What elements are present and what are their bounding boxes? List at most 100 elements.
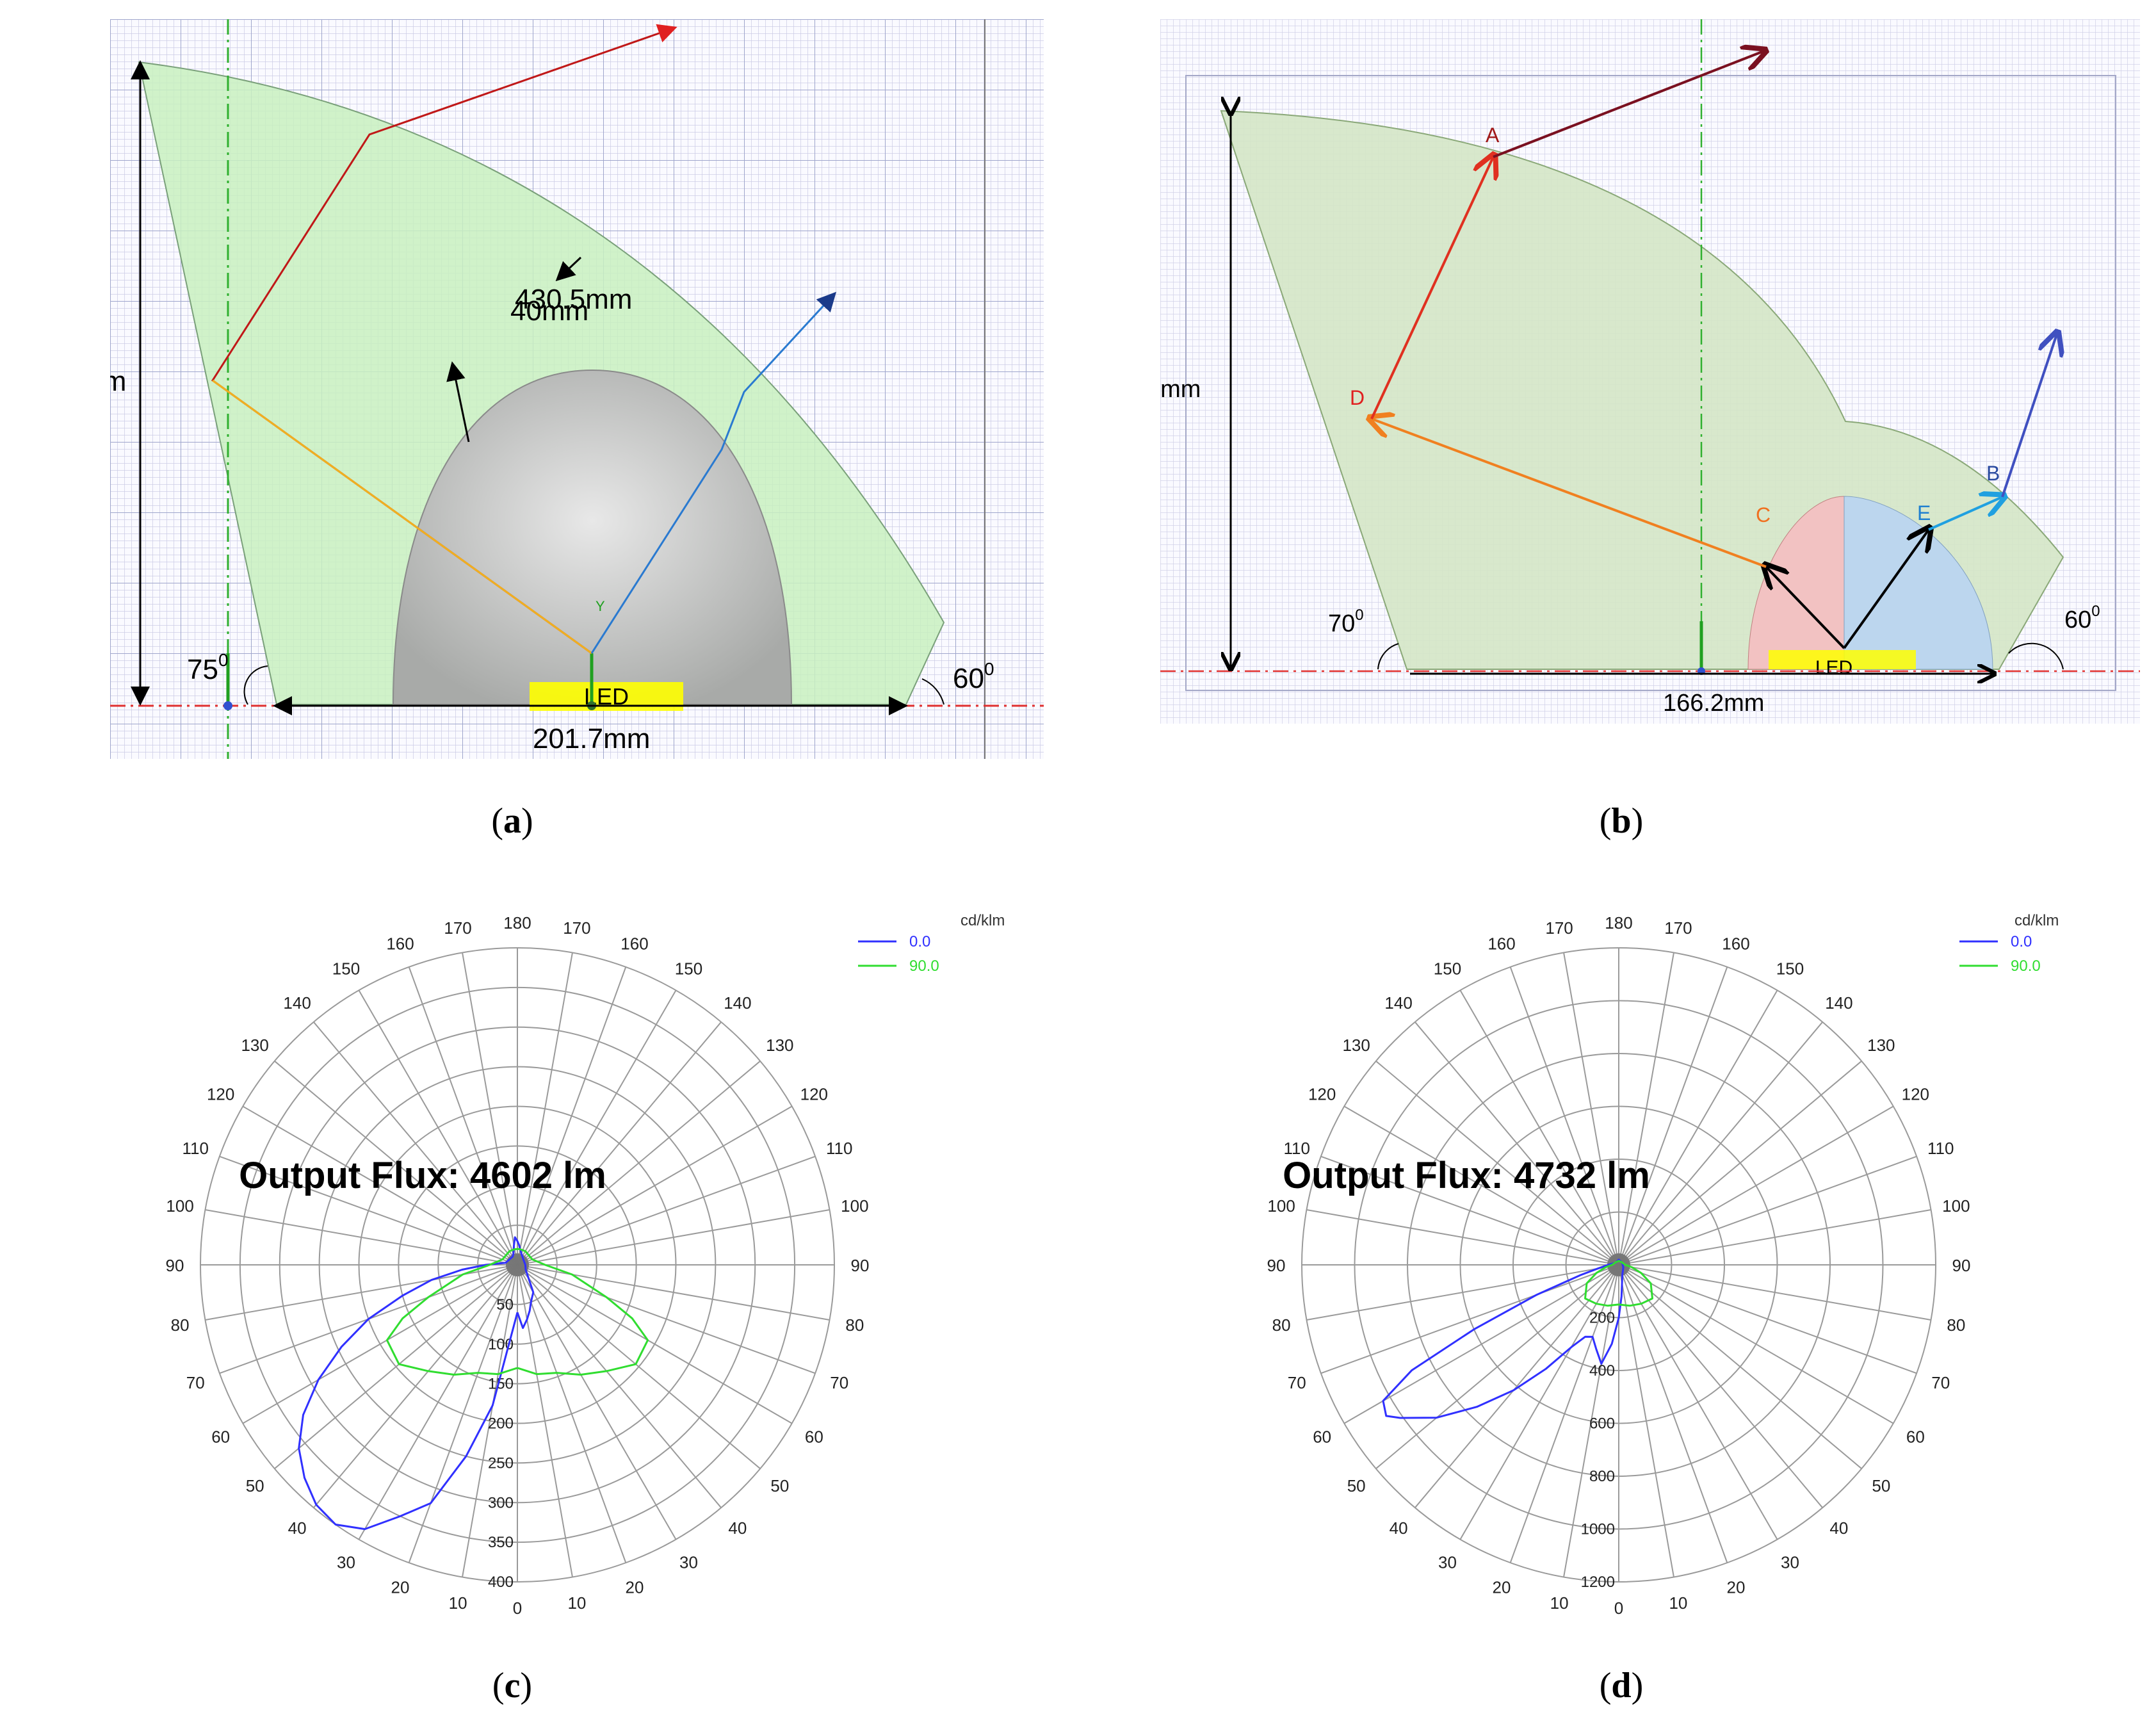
angle-label: 30 [679,1552,698,1572]
height-label: 173.5mm [110,366,126,397]
polar-spoke [1618,1264,1931,1321]
angle-label: 40 [1390,1518,1408,1538]
polar-spoke [1618,1209,1931,1265]
angle-label: 60 [211,1428,230,1447]
angle-label: 0 [1614,1599,1623,1618]
left-angle-label: 750 [187,650,229,685]
angle-label: 90 [1952,1256,1971,1275]
polar-spoke [517,989,677,1265]
ray-led-to-e [1843,530,1929,649]
radial-tick-label: 600 [1589,1415,1615,1433]
angle-label: 130 [1867,1036,1895,1055]
polar-spoke [517,1105,793,1265]
angle-label: 40 [1829,1518,1848,1538]
polar-spoke [1618,1264,1917,1374]
polar-spoke [1618,1264,1862,1469]
polar-spoke [517,966,627,1265]
polar-spoke [1414,1021,1619,1265]
polar-spoke [1618,952,1674,1265]
angle-label: 130 [1342,1036,1370,1055]
origin-point [223,701,232,710]
polar-spoke [242,1105,518,1265]
polar-spoke [1563,1264,1619,1577]
radial-tick-label: 50 [496,1296,514,1314]
polar-spoke [1618,1264,1778,1540]
polar-spoke [1618,1105,1894,1265]
polar-spoke [1414,1264,1619,1508]
angle-label: 160 [1722,934,1749,953]
inner-radius-label: 40mm [510,295,588,327]
radial-tick-label: 300 [488,1494,514,1511]
legend-label-series-0-d: 0.0 [2011,933,2032,950]
angle-label: 80 [171,1315,190,1335]
angle-label: 140 [724,993,751,1013]
angle-label: 130 [241,1036,268,1055]
polar-spoke [1343,1105,1619,1265]
caption-a: (a) [491,801,533,841]
polar-spoke [274,1264,518,1469]
angle-label: 110 [1284,1139,1310,1158]
polar-spoke [462,952,518,1265]
angle-label: 140 [1384,993,1412,1013]
polar-grid-d [1301,947,1936,1583]
point-c-label: C [1756,503,1771,526]
point-e-label: E [1917,501,1931,525]
angle-label: 120 [207,1085,234,1104]
angle-label: 20 [1493,1578,1511,1597]
lens-dome [392,369,793,705]
outer-radius-text: 430.5mm [515,284,632,315]
angle-label: 0 [513,1599,522,1618]
width-label: 201.7mm [533,723,650,754]
angle-label: 80 [1272,1315,1291,1335]
polar-spoke [517,1264,761,1469]
height-label-b: 160.6mm [1160,376,1201,403]
angle-label: 170 [444,918,471,938]
angle-label: 100 [166,1196,193,1216]
caption-d: (d) [1599,1666,1644,1705]
series-line-0.0 [298,1236,535,1531]
panel-b-svg: LED A B C D E 160.6mm 166.2mm 700 600 [1160,19,2140,724]
radial-tick-label: 1200 [1581,1574,1615,1591]
angle-label: 70 [1288,1373,1306,1392]
angle-label: 50 [1347,1476,1366,1495]
polar-spoke [1618,1155,1917,1265]
polar-chart-d: cd/klm 0.0 90.0 Output Flux: 4732 lm 0 10… [1267,912,2059,1618]
angle-label: 10 [1669,1593,1687,1613]
angle-label: 90 [851,1256,870,1275]
radial-tick-label: 250 [488,1454,514,1472]
angle-label: 20 [1727,1578,1746,1597]
chart-title-d: Output Flux: 4732 lm [1283,1155,1650,1196]
angle-label: 100 [841,1196,868,1216]
polar-grid-c [200,947,835,1583]
polar-spoke [517,1264,573,1577]
polar-spoke [1509,966,1619,1265]
caption-b: (b) [1599,801,1644,841]
polar-spoke [517,1264,627,1563]
polar-spoke [1306,1209,1619,1265]
ray-blue-refracted [590,291,837,654]
angle-label: 160 [1487,934,1515,953]
polar-spoke [313,1264,518,1508]
angle-label: 70 [186,1373,205,1392]
polar-spoke [242,1264,518,1424]
angle-label: 10 [449,1593,467,1613]
polar-spoke [517,952,573,1265]
polar-spoke [358,989,518,1265]
polar-spoke [408,1264,518,1563]
angle-label: 180 [1605,913,1632,932]
radial-tick-label: 200 [1589,1310,1615,1327]
polar-spoke [1320,1155,1619,1265]
polar-center-tick [1617,1264,1619,1276]
angle-label: 40 [288,1518,307,1538]
grid-frame-b [1185,75,2116,691]
polar-spoke [462,1264,518,1577]
unit-label-c: cd/klm [960,912,1005,929]
angle-label: 100 [1267,1196,1295,1216]
polar-spoke [1618,1264,1728,1563]
angle-label: 50 [770,1476,789,1495]
polar-spoke [1618,1264,1823,1508]
angle-label: 70 [830,1373,848,1392]
left-angle-arc [243,665,268,705]
polar-spoke [219,1155,518,1265]
polar-spoke [1320,1264,1619,1374]
